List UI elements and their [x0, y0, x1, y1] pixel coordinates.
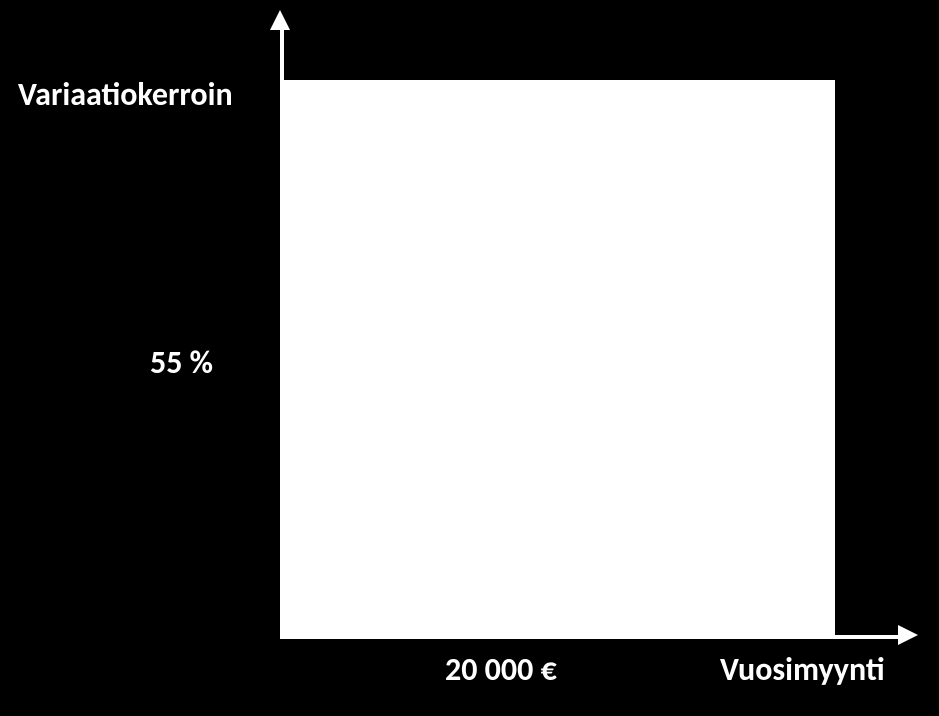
y-axis-label: Variaatiokerroin — [18, 75, 233, 114]
y-axis-arrow-icon — [270, 10, 290, 30]
chart-canvas: Variaatiokerroin 55 % 20 000 € Vuosimyyn… — [0, 0, 939, 716]
x-axis-arrow-icon — [898, 625, 918, 645]
plot-area — [280, 80, 835, 635]
x-axis-label: Vuosimyynti — [720, 650, 885, 689]
x-axis-line — [280, 635, 900, 639]
x-tick-label: 20 000 € — [445, 650, 557, 689]
y-tick-label: 55 % — [150, 343, 213, 382]
y-axis-line — [280, 28, 284, 635]
